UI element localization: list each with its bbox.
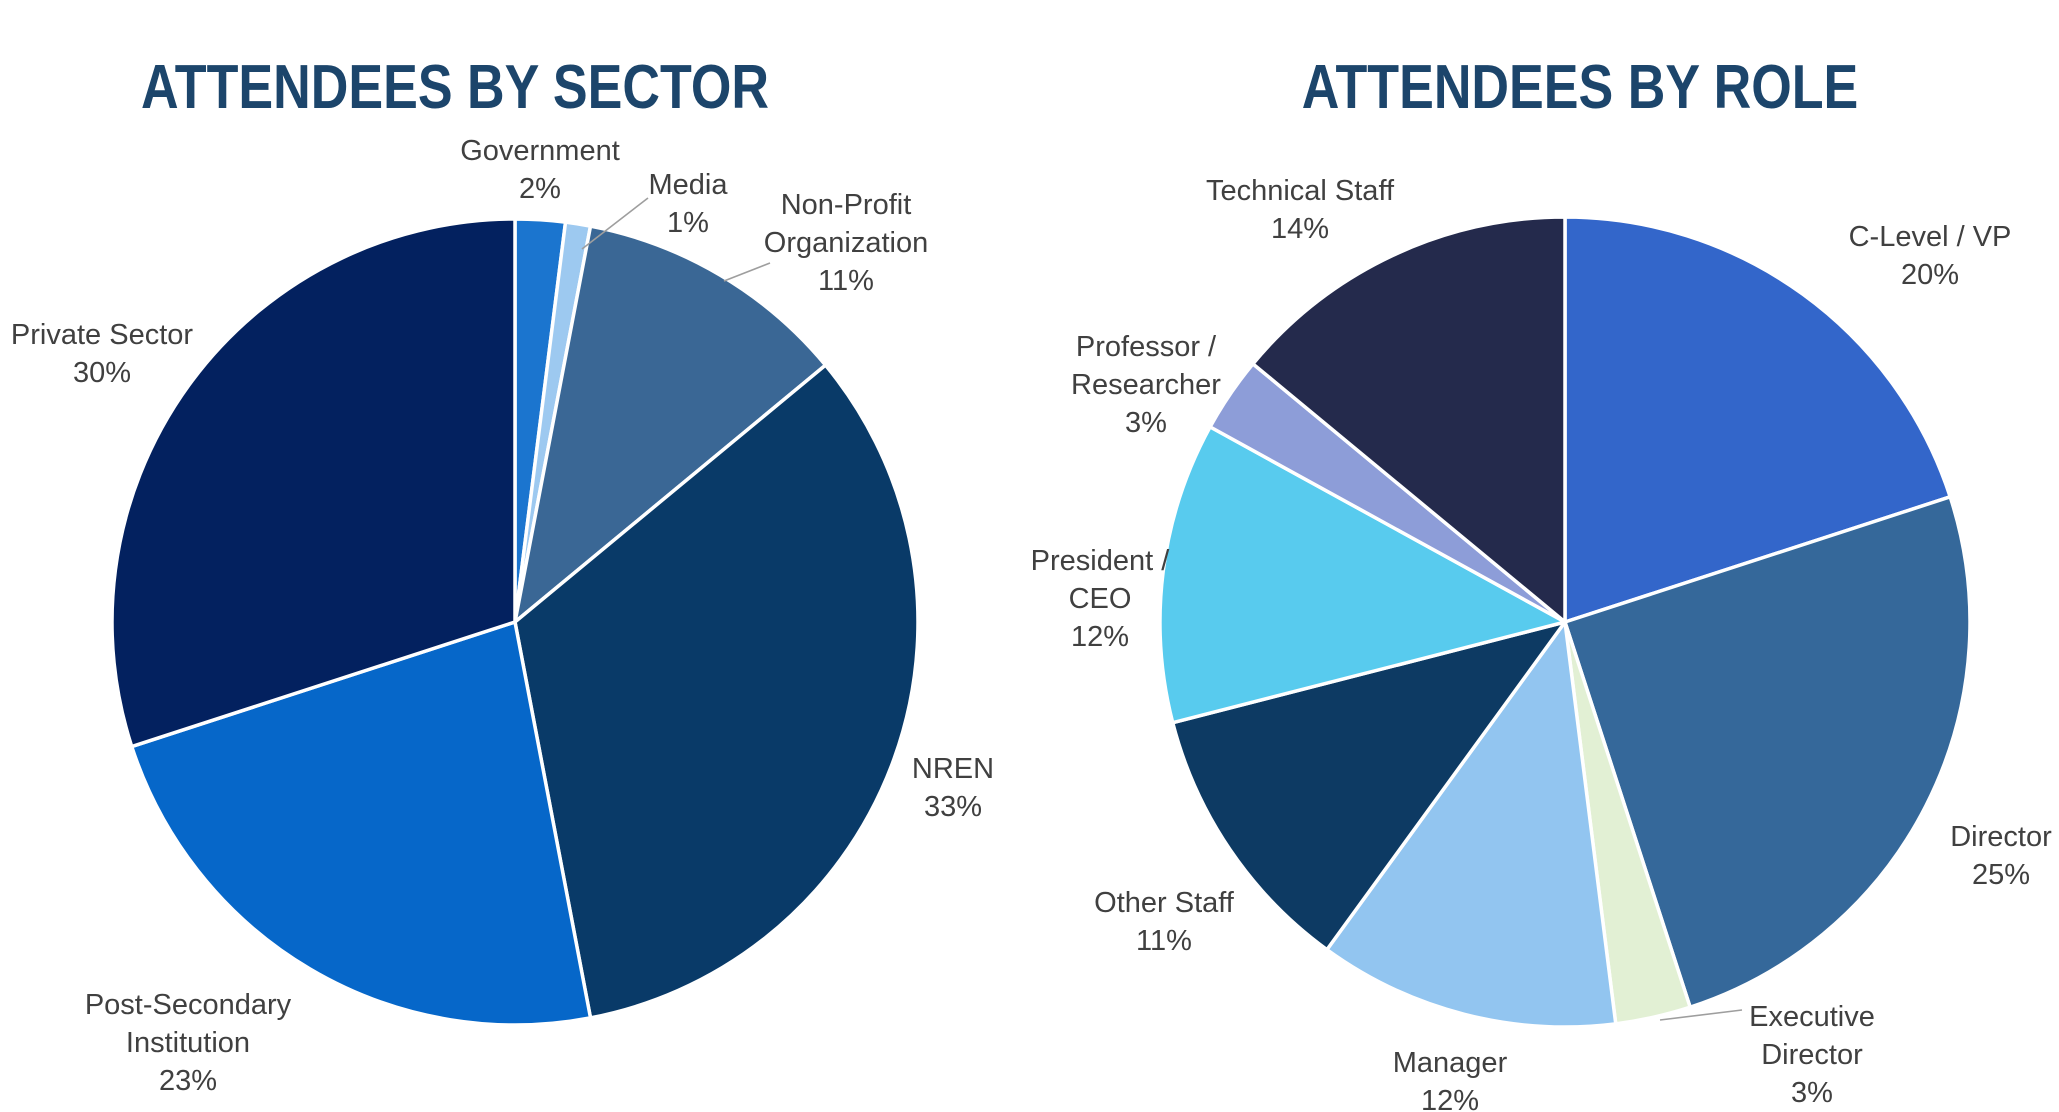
slice-label-text: Media [648,169,728,201]
slice-label-director: Director 25% [1921,818,2059,894]
slice-label-government: Government 2% [440,132,640,208]
pie-slice-director [1563,495,1972,1009]
slice-label-value: 3% [1125,407,1167,439]
slice-label-nren: NREN 33% [873,750,1033,826]
slice-label-text: President / CEO [1030,545,1170,615]
label-leader-line [1659,1009,1743,1021]
slice-label-value: 30% [72,357,132,389]
slice-label-value: 11% [1136,925,1192,957]
slice-label-media: Media 1% [628,166,748,242]
pie-slice-nren [513,363,920,1020]
slice-label-text: Technical Staff [1205,175,1395,207]
slice-label-non-profit-organization: Non-Profit Organization 11% [756,186,936,300]
pie-slice-non-profit-organization [513,224,828,624]
slice-label-text: Executive Director [1749,1001,1875,1071]
slice-label-value: 25% [1971,859,2031,891]
slice-label-private-sector: Private Sector 30% [0,316,207,392]
slice-label-value: 12% [1070,621,1130,653]
slice-label-value: 11% [818,265,874,297]
slice-label-text: Manager [1392,1047,1508,1079]
slice-label-manager: Manager 12% [1365,1044,1535,1112]
slice-label-text: NREN [911,753,995,785]
chart-title-attendees-by-sector: ATTENDEES BY SECTOR [141,53,769,122]
pie-slice-private-sector [110,217,517,749]
slice-label-value: 1% [667,207,709,239]
slice-label-text: Director [1950,821,2052,853]
slice-label-value: 3% [1791,1077,1833,1109]
slice-label-value: 2% [519,173,561,205]
slice-label-value: 33% [923,791,983,823]
chart-title-attendees-by-role: ATTENDEES BY ROLE [1301,53,1859,122]
pie-slice-post-secondary-institution [129,620,593,1027]
slice-label-text: Private Sector [10,319,194,351]
pie-slice-manager [1325,620,1618,1029]
label-leader-line [723,262,771,282]
slice-label-other-staff: Other Staff 11% [1074,884,1254,960]
slice-label-text: Government [460,135,620,167]
slice-label-post-secondary-institution: Post-Secondary Institution 23% [76,986,300,1100]
label-leader-line [581,197,649,250]
slice-label-technical-staff: Technical Staff 14% [1185,172,1415,248]
slice-label-professor-researcher: Professor / Researcher 3% [1059,328,1234,442]
slice-label-text: Non-Profit Organization [763,189,929,259]
slice-label-executive-director: Executive Director 3% [1737,998,1887,1112]
slice-label-text: Other Staff [1094,887,1234,919]
pie-slice-c-level-vp [1563,215,1952,624]
slice-label-c-level-vp: C-Level / VP 20% [1825,218,2035,294]
slice-label-value: 23% [158,1065,218,1097]
pie-slice-other-staff [1170,620,1567,952]
pie-slice-president-ceo [1158,425,1567,725]
slice-label-text: Professor / Researcher [1071,331,1221,401]
slice-label-value: 14% [1270,213,1330,245]
slice-label-president-ceo: President / CEO 12% [1023,542,1178,656]
slice-label-value: 12% [1420,1085,1480,1112]
slice-label-text: Post-Secondary Institution [84,989,292,1059]
pie-slice-technical-staff [1251,215,1567,624]
slice-label-value: 20% [1900,259,1960,291]
slice-label-text: C-Level / VP [1848,221,2012,253]
